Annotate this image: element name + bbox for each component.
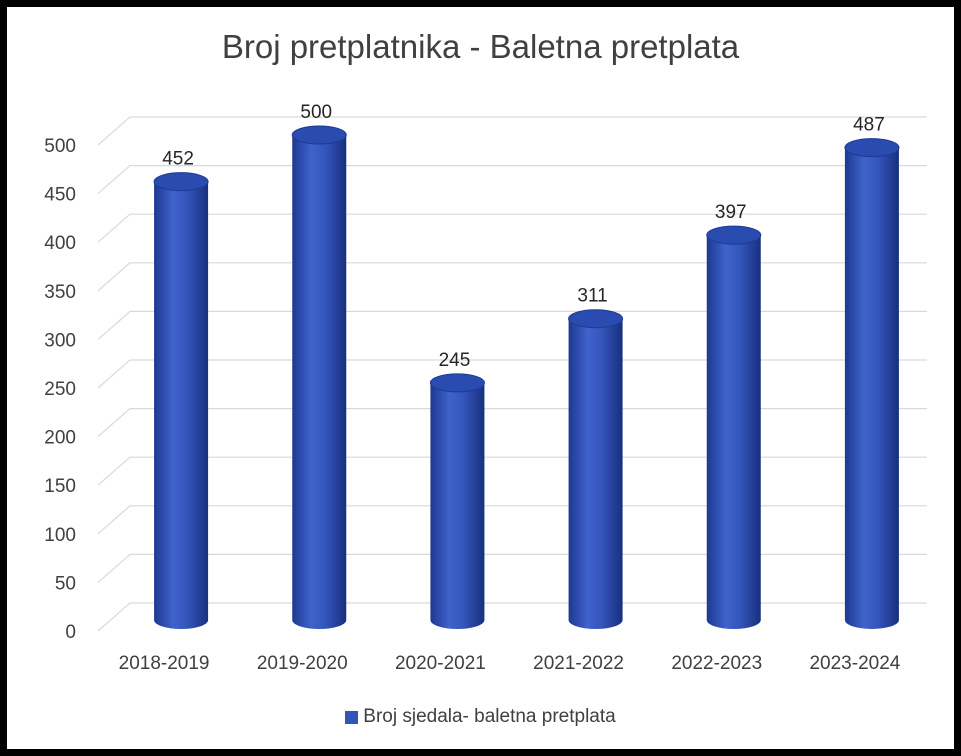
y-tick-label: 50 — [55, 573, 76, 594]
gridline — [97, 408, 927, 438]
data-label: 500 — [300, 102, 332, 123]
gridlines — [97, 116, 927, 632]
data-label: 245 — [439, 350, 471, 371]
legend: Broj sjedala- baletna pretplata — [0, 706, 961, 728]
bar-top — [291, 125, 347, 145]
x-tick-label: 2018-2019 — [119, 653, 210, 674]
y-tick-label: 0 — [65, 622, 76, 643]
gridline — [97, 165, 927, 195]
bar-top — [429, 373, 485, 393]
bar-top — [706, 225, 762, 245]
bar — [568, 318, 623, 630]
data-label: 397 — [715, 202, 747, 223]
gridline — [97, 213, 927, 243]
y-tick-label: 200 — [44, 428, 76, 449]
gridline — [97, 456, 927, 486]
y-tick-label: 250 — [44, 379, 76, 400]
bar — [706, 235, 761, 630]
bar-top — [844, 138, 900, 158]
gridline — [97, 553, 927, 583]
gridline — [97, 359, 927, 389]
bar — [292, 135, 347, 630]
data-label: 487 — [853, 115, 885, 136]
y-tick-label: 150 — [44, 476, 76, 497]
y-tick-label: 500 — [44, 136, 76, 157]
bar — [154, 181, 209, 630]
gridline — [97, 262, 927, 292]
gridline — [97, 505, 927, 535]
bar-top — [568, 309, 624, 329]
chart-title: Broj pretplatnika - Baletna pretplata — [221, 28, 740, 65]
y-tick-label: 400 — [44, 233, 76, 254]
x-tick-label: 2021-2022 — [533, 653, 624, 674]
gridline — [97, 602, 927, 632]
y-tick-label: 450 — [44, 185, 76, 206]
y-tick-label: 350 — [44, 282, 76, 303]
x-tick-label: 2023-2024 — [809, 653, 900, 674]
y-tick-label: 100 — [44, 525, 76, 546]
x-tick-label: 2020-2021 — [395, 653, 486, 674]
gridline — [97, 116, 927, 146]
legend-swatch — [345, 710, 359, 724]
x-axis-tick-labels: 2018-2019 2019-2020 2020-2021 2021-2022 2022… — [119, 653, 901, 674]
y-tick-label: 300 — [44, 330, 76, 351]
data-label: 311 — [577, 286, 607, 307]
y-axis-tick-labels: 0 50 100 150 200 250 300 350 400 450 500 — [44, 136, 76, 643]
bar — [844, 147, 899, 629]
bar-top — [153, 172, 209, 192]
bars: 452 500 245 311 397 487 — [153, 102, 900, 630]
x-tick-label: 2019-2020 — [257, 653, 348, 674]
x-tick-label: 2022-2023 — [671, 653, 762, 674]
gridline — [97, 310, 927, 340]
data-label: 452 — [162, 149, 194, 170]
bar — [430, 382, 485, 630]
legend-label: Broj sjedala- baletna pretplata — [363, 706, 616, 727]
